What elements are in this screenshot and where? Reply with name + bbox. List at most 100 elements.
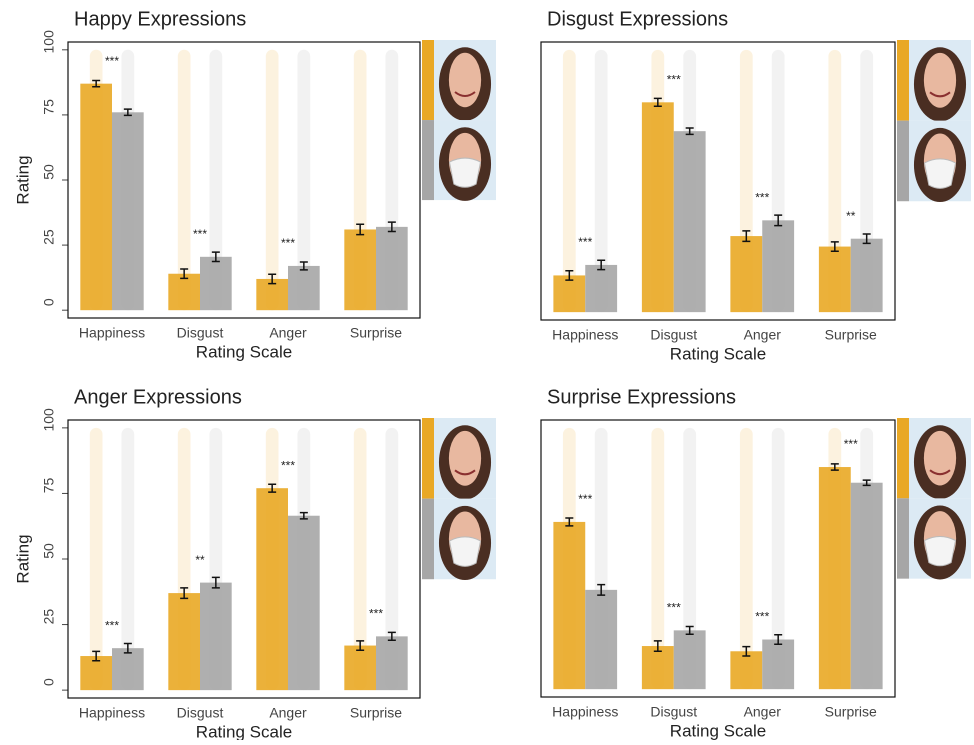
face-strip xyxy=(897,418,909,498)
y-tick-label: 75 xyxy=(41,477,57,493)
x-tick-label: Happiness xyxy=(552,327,618,343)
x-axis-label: Rating Scale xyxy=(196,342,292,361)
significance: *** xyxy=(193,227,207,241)
chart-title: Surprise Expressions xyxy=(547,386,736,408)
y-tick-label: 50 xyxy=(41,164,57,180)
bar xyxy=(256,488,288,690)
bar xyxy=(80,84,112,311)
x-tick-label: Anger xyxy=(744,327,782,343)
face-mask xyxy=(450,158,481,187)
x-tick-label: Surprise xyxy=(825,704,877,720)
significance: *** xyxy=(369,607,383,621)
y-tick-label: 0 xyxy=(41,298,57,306)
x-tick-label: Surprise xyxy=(825,327,877,343)
x-tick-label: Happiness xyxy=(79,325,145,341)
bar xyxy=(851,483,883,689)
bar xyxy=(553,275,585,312)
x-tick-label: Happiness xyxy=(79,705,145,721)
x-tick-label: Anger xyxy=(744,704,782,720)
bar xyxy=(376,227,408,310)
bar xyxy=(344,229,376,310)
y-tick-label: 100 xyxy=(41,30,57,54)
x-axis-label: Rating Scale xyxy=(670,344,766,363)
bar xyxy=(376,636,408,690)
y-tick-label: 25 xyxy=(41,229,57,245)
y-axis-label: Rating xyxy=(13,155,32,204)
bar xyxy=(112,112,144,310)
face-strip xyxy=(897,121,909,202)
face-skin xyxy=(449,431,481,486)
face-skin xyxy=(924,431,956,486)
x-tick-label: Happiness xyxy=(552,704,618,720)
bar xyxy=(585,265,617,312)
x-tick-label: Anger xyxy=(269,705,307,721)
bar xyxy=(819,467,851,689)
face-strip xyxy=(897,40,909,121)
x-tick-label: Anger xyxy=(269,325,307,341)
face-skin xyxy=(924,53,956,108)
significance: *** xyxy=(105,618,119,632)
significance: *** xyxy=(578,492,592,506)
x-tick-label: Surprise xyxy=(350,705,402,721)
bar xyxy=(288,516,320,690)
bar xyxy=(112,648,144,690)
bar xyxy=(288,266,320,310)
significance: *** xyxy=(667,72,681,86)
face-strip xyxy=(422,499,434,580)
y-tick-label: 50 xyxy=(41,543,57,559)
y-tick-label: 0 xyxy=(41,678,57,686)
face-strip xyxy=(897,498,909,578)
y-tick-label: 75 xyxy=(41,99,57,115)
x-axis-label: Rating Scale xyxy=(196,722,292,740)
significance: ** xyxy=(195,553,205,567)
bar xyxy=(730,651,762,689)
x-tick-label: Disgust xyxy=(650,704,697,720)
significance: *** xyxy=(755,191,769,205)
bar xyxy=(553,522,585,689)
bar xyxy=(851,239,883,312)
significance: ** xyxy=(846,209,856,223)
significance: *** xyxy=(578,235,592,249)
significance: *** xyxy=(281,458,295,472)
bar xyxy=(642,646,674,689)
chart-title: Disgust Expressions xyxy=(547,8,728,30)
face-strip xyxy=(422,120,434,200)
chart: Happy Expressions Rating Rating Scale 0 25 50… xyxy=(0,0,974,740)
x-tick-label: Disgust xyxy=(650,327,697,343)
bar xyxy=(730,236,762,312)
x-tick-label: Disgust xyxy=(177,705,224,721)
significance: *** xyxy=(667,601,681,615)
significance: *** xyxy=(281,236,295,250)
bar xyxy=(344,646,376,691)
bar xyxy=(585,590,617,689)
y-axis-label: Rating xyxy=(13,534,32,583)
x-tick-label: Surprise xyxy=(350,325,402,341)
y-tick-label: 25 xyxy=(41,609,57,625)
page: {"chart_data": [ {"type": "bar", "title"… xyxy=(0,0,974,745)
violin xyxy=(266,50,279,310)
face-mask xyxy=(925,536,956,565)
face-strip xyxy=(422,40,434,120)
bar xyxy=(819,247,851,313)
chart-title: Anger Expressions xyxy=(74,386,242,408)
y-tick-label: 100 xyxy=(41,408,57,432)
face-mask xyxy=(925,159,956,188)
face-mask xyxy=(450,537,481,566)
bar xyxy=(642,102,674,312)
significance: *** xyxy=(844,437,858,451)
face-strip xyxy=(422,418,434,499)
bar xyxy=(762,640,794,690)
chart-title: Happy Expressions xyxy=(74,8,246,30)
significance: *** xyxy=(105,54,119,68)
bar xyxy=(674,630,706,689)
bar xyxy=(200,257,232,310)
bar xyxy=(762,220,794,312)
bar xyxy=(168,274,200,310)
x-axis-label: Rating Scale xyxy=(670,721,766,740)
significance: *** xyxy=(755,610,769,624)
face-skin xyxy=(449,53,481,107)
x-tick-label: Disgust xyxy=(177,325,224,341)
bar xyxy=(674,131,706,312)
bar xyxy=(200,583,232,691)
bar xyxy=(168,593,200,690)
